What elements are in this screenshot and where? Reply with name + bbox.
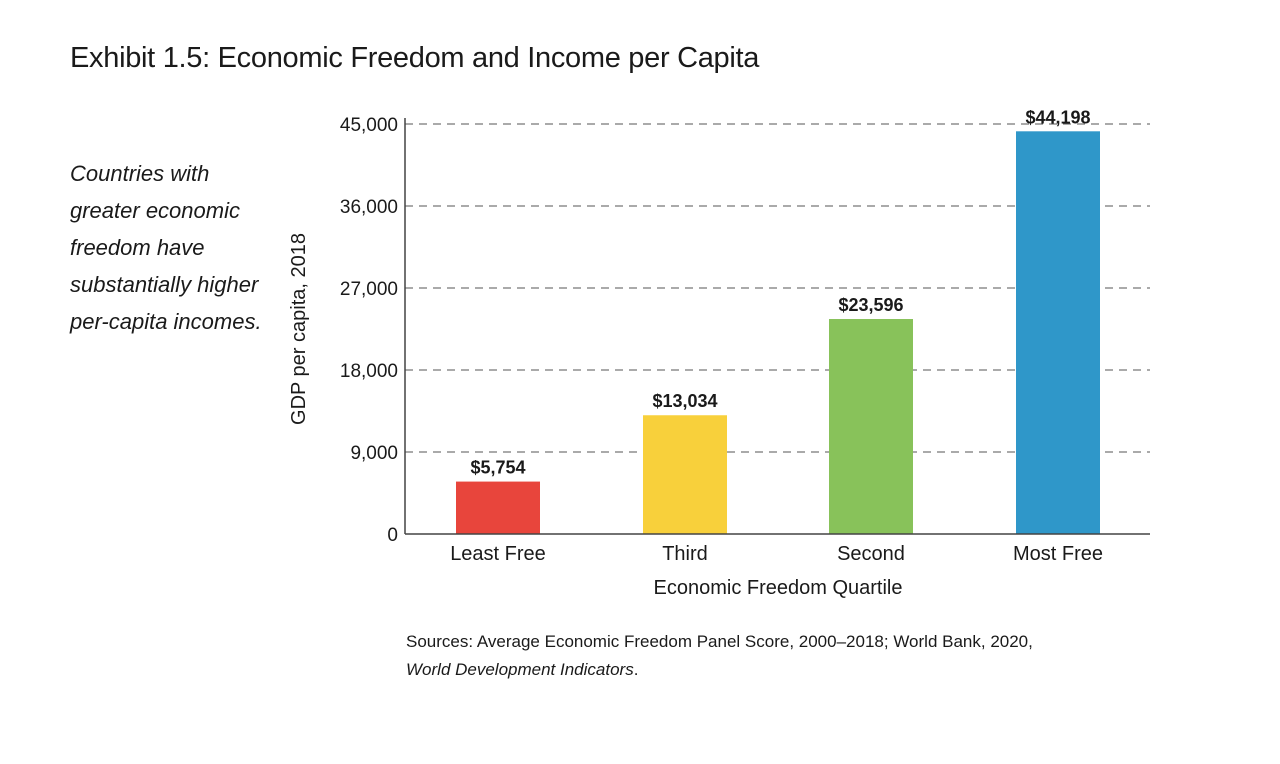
x-axis-label: Economic Freedom Quartile bbox=[654, 577, 903, 599]
data-label: $13,034 bbox=[652, 391, 717, 411]
y-tick-label: 45,000 bbox=[340, 115, 398, 136]
y-tick-label: 9,000 bbox=[350, 443, 398, 464]
data-label: $5,754 bbox=[470, 458, 525, 478]
y-axis-label: GDP per capita, 2018 bbox=[288, 233, 310, 425]
y-tick-label: 0 bbox=[387, 525, 398, 546]
bar-third bbox=[643, 415, 727, 534]
x-tick-label: Third bbox=[662, 543, 708, 565]
bar-least-free bbox=[456, 481, 540, 534]
bar-most-free bbox=[1016, 131, 1100, 534]
x-tick-label: Second bbox=[837, 543, 905, 565]
x-tick-label: Most Free bbox=[1013, 543, 1103, 565]
chart-subtitle: Countries with greater economic freedom … bbox=[70, 161, 262, 334]
chart-title: Exhibit 1.5: Economic Freedom and Income… bbox=[70, 42, 760, 74]
y-tick-label: 27,000 bbox=[340, 279, 398, 300]
source-end: . bbox=[633, 660, 639, 679]
bar-second bbox=[829, 319, 913, 534]
data-label: $44,198 bbox=[1025, 107, 1090, 127]
data-label: $23,596 bbox=[838, 295, 903, 315]
source-note: Sources: Average Economic Freedom Panel … bbox=[406, 628, 1033, 684]
y-tick-label: 36,000 bbox=[340, 197, 398, 218]
source-text: Sources: Average Economic Freedom Panel … bbox=[406, 632, 1033, 651]
x-tick-label: Least Free bbox=[450, 543, 546, 565]
source-italic: World Development Indicators bbox=[406, 660, 634, 679]
y-tick-label: 18,000 bbox=[340, 361, 398, 382]
